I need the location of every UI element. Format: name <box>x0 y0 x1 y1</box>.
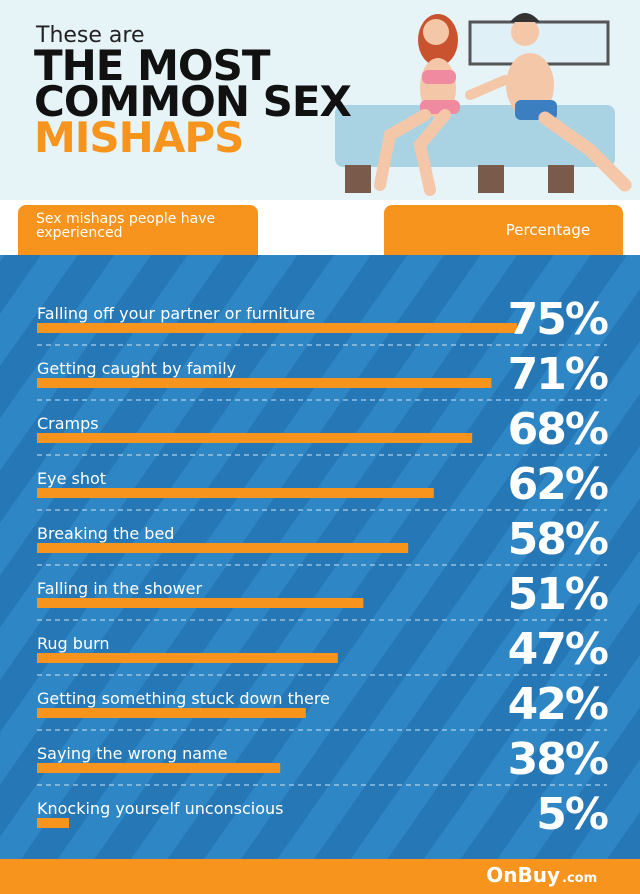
category-label: Knocking yourself unconscious <box>37 799 283 818</box>
footer <box>0 859 640 894</box>
rows: Falling off your partner or furniture 75%… <box>37 294 610 840</box>
category-header: Sex mishaps people have experienced <box>36 212 216 241</box>
header-tab <box>18 205 258 255</box>
category-label: Cramps <box>37 414 99 433</box>
value-label: 71% <box>508 349 608 400</box>
category-label: Falling off your partner or furniture <box>37 304 315 323</box>
title-intro: These are <box>35 23 145 48</box>
brand: OnBuy <box>486 863 560 887</box>
value-label: 62% <box>508 459 608 510</box>
value-label: 38% <box>508 734 608 785</box>
bar <box>37 653 338 663</box>
value-label: 58% <box>508 514 608 565</box>
bar <box>37 543 409 553</box>
bar <box>37 763 281 773</box>
title: COMMON SEX <box>34 77 352 126</box>
category-label: Getting something stuck down there <box>37 689 330 708</box>
bar <box>37 378 492 388</box>
bar <box>37 818 69 828</box>
value-header: Percentage <box>506 221 590 239</box>
bar <box>37 708 306 718</box>
title: MISHAPS <box>34 113 243 162</box>
category-label: Getting caught by family <box>37 359 236 378</box>
value-label: 47% <box>508 624 608 675</box>
value-label: 51% <box>508 569 608 620</box>
category-label: Falling in the shower <box>37 579 202 598</box>
category-header-box: Sex mishaps people have experienced <box>36 212 216 241</box>
category-label: Rug burn <box>37 634 110 653</box>
header-tab <box>384 205 623 255</box>
value-label: 42% <box>508 679 608 730</box>
bar <box>37 488 434 498</box>
category-label: Eye shot <box>37 469 106 488</box>
illustration <box>335 13 632 196</box>
value-label: 68% <box>508 404 608 455</box>
bar <box>37 323 517 333</box>
brand-domain: .com <box>562 871 597 886</box>
bar <box>37 598 364 608</box>
category-label: Saying the wrong name <box>37 744 227 763</box>
bar <box>37 433 473 443</box>
value-label: 5% <box>536 789 608 840</box>
category-label: Breaking the bed <box>37 524 174 543</box>
title: THE MOST <box>34 41 271 90</box>
value-label: 75% <box>508 294 608 345</box>
panel <box>0 255 640 859</box>
